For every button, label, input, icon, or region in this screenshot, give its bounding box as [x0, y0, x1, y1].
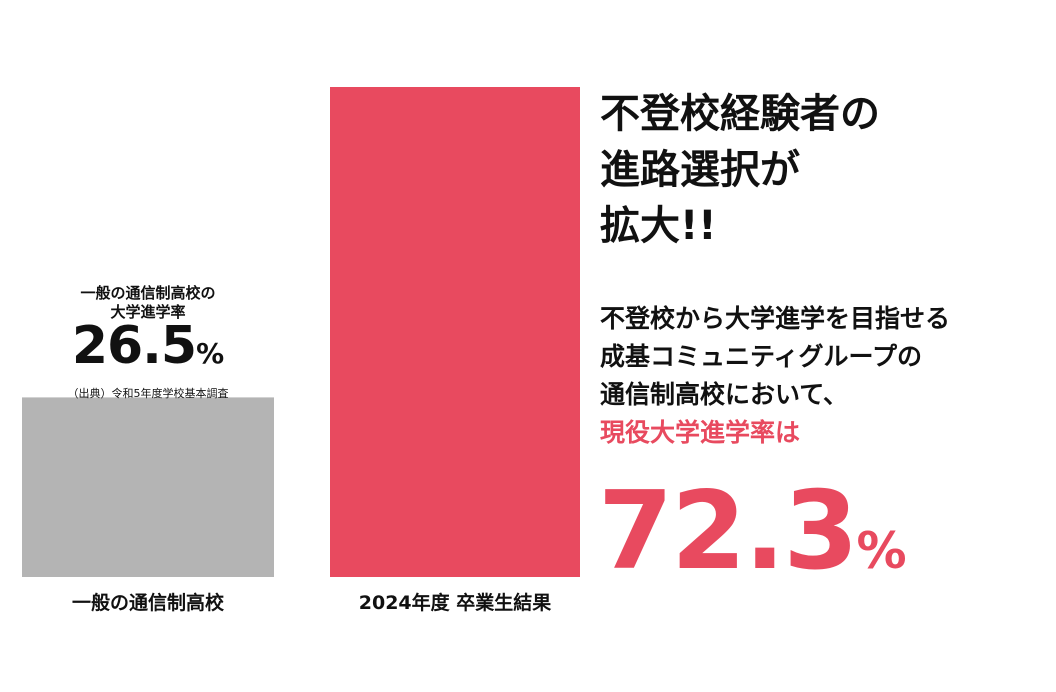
headline: 不登校経験者の 進路選択が 拡大!! [600, 86, 1040, 254]
advancement-rate-value: 72.3% [598, 478, 907, 586]
description-line1: 不登校から大学進学を目指せる [600, 304, 951, 333]
general-rate-heading: 一般の通信制高校の 大学進学率 [22, 284, 274, 322]
source-note: （出典）令和5年度学校基本調査 [67, 387, 229, 400]
general-rate-value: 26.5% [22, 320, 274, 372]
category-label-general-school: 一般の通信制高校 [71, 592, 224, 614]
general-rate-number: 26.5 [71, 316, 197, 376]
advancement-rate-number: 72.3 [598, 469, 858, 594]
bar-2024-graduates [330, 87, 580, 577]
bar-general-school [22, 397, 274, 577]
general-rate-heading-line1: 一般の通信制高校の [80, 284, 216, 302]
description: 不登校から大学進学を目指せる 成基コミュニティグループの 通信制高校において、 … [600, 300, 1050, 452]
general-rate-heading-line2: 大学進学率 [110, 303, 186, 321]
general-rate-unit: % [196, 337, 225, 370]
advancement-rate-unit: % [856, 522, 907, 580]
description-line2: 成基コミュニティグループの [600, 342, 923, 371]
headline-line2: 進路選択が [600, 147, 800, 193]
description-line4: 現役大学進学率は [600, 418, 801, 447]
headline-line1: 不登校経験者の [600, 91, 880, 137]
category-label-2024-graduates: 2024年度 卒業生結果 [358, 592, 552, 614]
headline-line3: 拡大!! [600, 203, 717, 249]
description-line3: 通信制高校において、 [600, 380, 849, 409]
